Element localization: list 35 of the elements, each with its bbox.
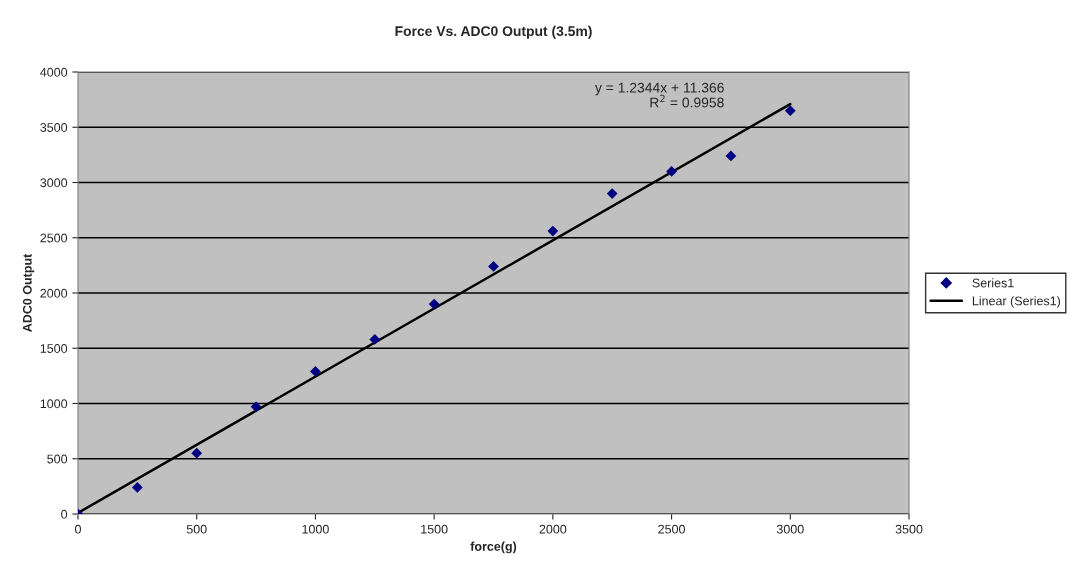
y-tick-label: 3000 — [40, 178, 68, 188]
x-tick-label: 500 — [186, 524, 207, 534]
x-axis-title: force(g) — [470, 541, 517, 554]
x-tick-label: 2000 — [539, 524, 567, 534]
x-tick-label: 2500 — [658, 524, 685, 534]
point — [131, 482, 143, 493]
point — [428, 298, 440, 310]
point — [191, 447, 203, 459]
x-tick-label: 1000 — [302, 524, 329, 534]
point — [250, 401, 262, 413]
y-tick-label: 1000 — [40, 399, 68, 409]
y-tick-label: 1500 — [40, 344, 68, 353]
point — [310, 366, 321, 377]
y-tick-label: 2500 — [40, 233, 68, 243]
chart-title: Force Vs. ADC0 Output (3.5m) — [395, 25, 592, 39]
x-tick-label: 0 — [75, 524, 81, 534]
legend-label: Series1 — [972, 278, 1014, 288]
y-tick-label: 500 — [47, 454, 68, 464]
y-tick-label: 2000 — [40, 288, 68, 298]
y-tick-label: 4000 — [40, 67, 68, 77]
annotation: y = 1.2344x + 11.366 R$^{2}$ = 0.9958 — [595, 82, 724, 108]
point — [784, 105, 796, 117]
x-tick-label: 3000 — [776, 524, 804, 534]
y-axis-title: ADC0 Output — [22, 253, 35, 332]
point — [725, 150, 737, 162]
point — [606, 188, 618, 199]
point — [369, 334, 381, 345]
point — [547, 225, 559, 237]
y-tick-label: 3500 — [40, 123, 68, 132]
point — [666, 166, 677, 177]
point — [488, 261, 499, 272]
x-tick-label: 3500 — [895, 524, 923, 534]
x-tick-label: 1500 — [421, 524, 448, 534]
legend-label: Linear (Series1) — [972, 296, 1061, 308]
y-tick-label: 0 — [61, 509, 68, 519]
